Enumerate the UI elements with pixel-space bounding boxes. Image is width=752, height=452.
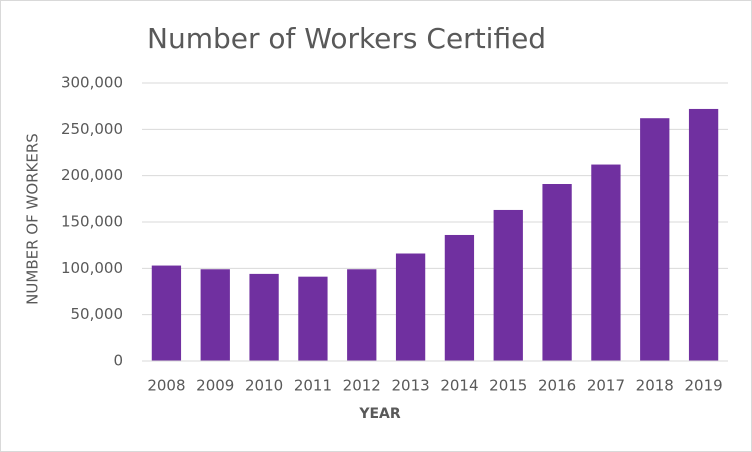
bar <box>249 273 279 361</box>
x-tick-label: 2009 <box>196 377 234 395</box>
x-tick-label: 2010 <box>245 377 283 395</box>
bar <box>640 118 670 361</box>
bar <box>444 234 475 361</box>
bar <box>688 108 719 362</box>
y-tick-label: 100,000 <box>61 259 123 277</box>
x-tick-label: 2008 <box>147 377 185 395</box>
bar <box>493 209 523 361</box>
y-tick-label: 250,000 <box>61 120 123 138</box>
y-tick-label: 300,000 <box>61 74 123 92</box>
x-tick-label: 2014 <box>440 377 478 395</box>
bar <box>591 164 621 361</box>
bar <box>298 276 328 361</box>
x-tick-label: 2017 <box>587 377 625 395</box>
x-tick-label: 2011 <box>294 377 332 395</box>
y-axis-label: NUMBER OF WORKERS <box>24 133 42 305</box>
bar <box>395 253 426 361</box>
x-axis-label: YEAR <box>358 406 401 422</box>
bar <box>200 269 230 361</box>
y-tick-label: 200,000 <box>61 166 123 184</box>
bar <box>347 269 377 361</box>
x-tick-label: 2012 <box>343 377 381 395</box>
y-tick-label: 150,000 <box>61 213 123 231</box>
y-tick-label: 0 <box>113 352 123 370</box>
x-tick-label: 2015 <box>489 377 527 395</box>
x-tick-label: 2013 <box>391 377 429 395</box>
chart-title: Number of Workers Certified <box>147 22 546 55</box>
x-tick-label: 2016 <box>538 377 576 395</box>
x-tick-label: 2019 <box>684 377 722 395</box>
bar <box>151 265 182 361</box>
y-tick-label: 50,000 <box>71 305 124 323</box>
x-tick-label: 2018 <box>636 377 674 395</box>
bar <box>542 184 572 361</box>
